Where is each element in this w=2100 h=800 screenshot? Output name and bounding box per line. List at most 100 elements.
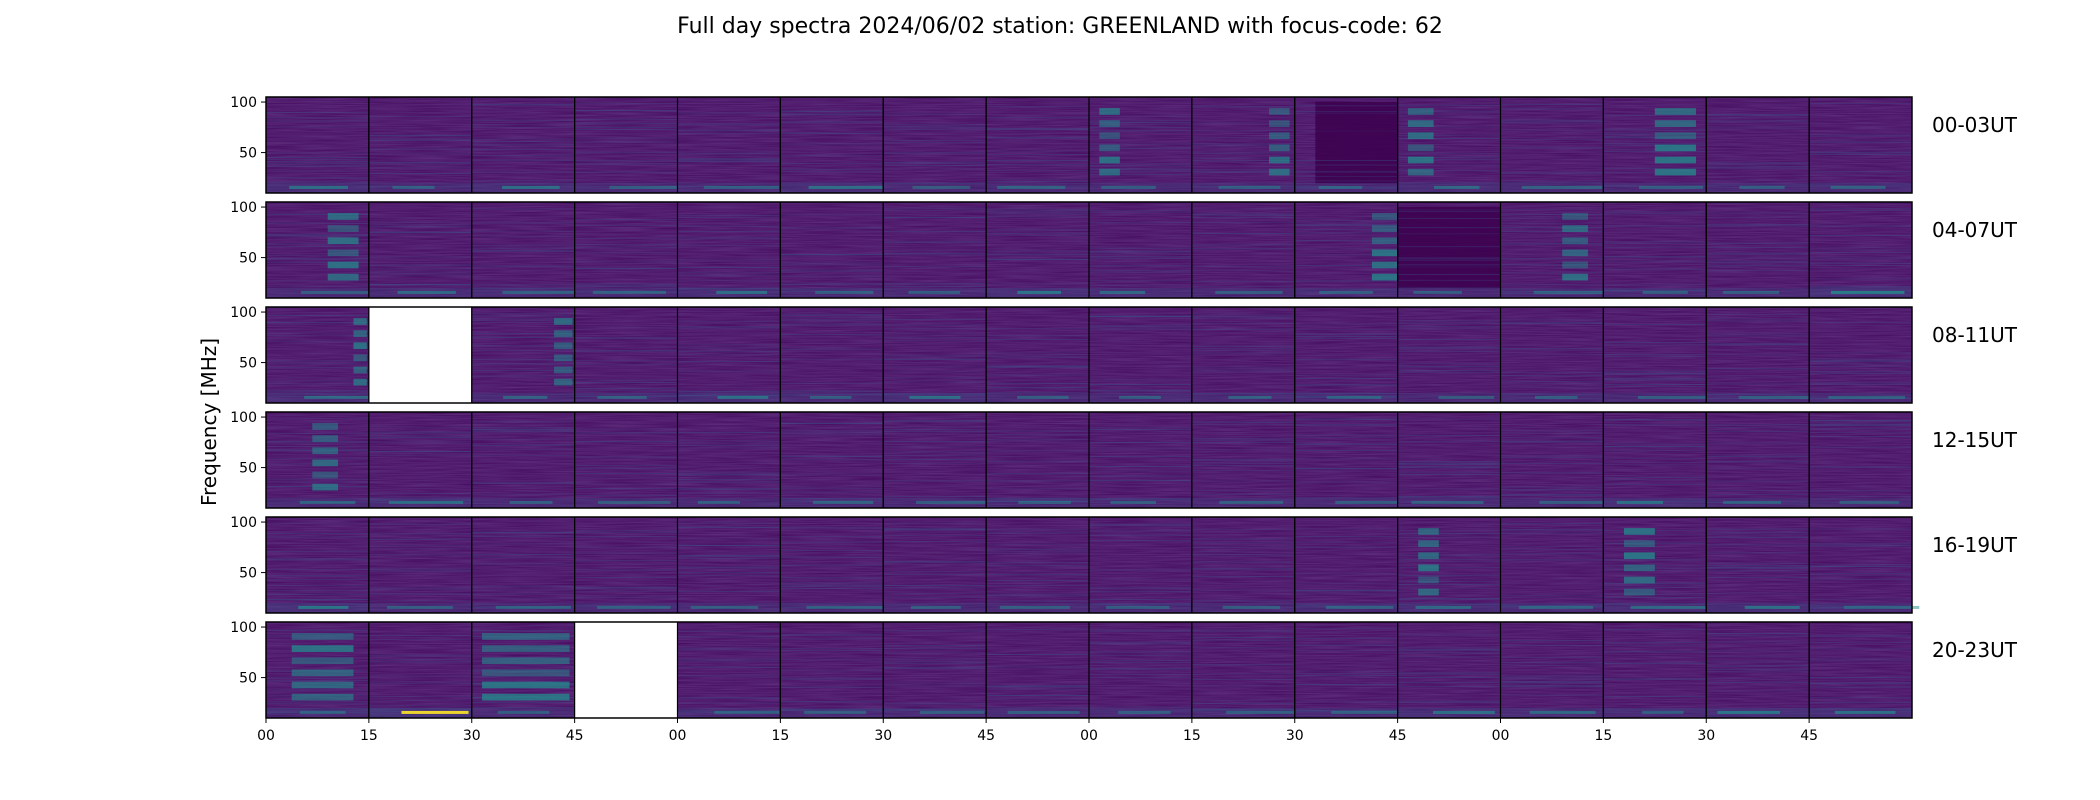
spectrogram-panel <box>1294 411 1408 509</box>
burst-stripe <box>353 342 367 350</box>
low-band-peak <box>397 290 456 294</box>
low-band-peak <box>809 395 852 399</box>
panel-texture <box>266 97 369 193</box>
low-band-peak <box>815 290 874 294</box>
burst-stripe <box>327 213 359 220</box>
burst-stripe <box>554 318 573 325</box>
panel-texture <box>1706 622 1810 718</box>
burst-stripe <box>327 261 359 269</box>
panel-texture <box>1191 307 1295 403</box>
low-band-peak <box>1722 290 1780 294</box>
burst-stripe <box>1654 168 1696 176</box>
burst-stripe <box>1562 213 1588 220</box>
spectrogram-panel <box>985 201 1090 299</box>
burst <box>1269 108 1290 176</box>
burst-stripe <box>482 693 570 701</box>
spectra-row: 50 100 16-19UT <box>230 515 2018 614</box>
low-band-peak <box>908 290 961 294</box>
x-axis: 00 15 30 45 00 15 30 45 00 15 30 45 00 15 30 45 <box>257 718 1818 744</box>
burst-stripe <box>1099 120 1120 127</box>
panel-texture <box>1706 202 1810 298</box>
low-band-peak <box>690 605 759 609</box>
spectrogram-panel <box>471 96 576 194</box>
burst-stripe <box>1562 225 1588 232</box>
spectrogram-panel <box>1500 621 1604 719</box>
spectrogram-panel <box>1397 201 1501 299</box>
burst-stripe <box>312 483 339 491</box>
low-band-peak <box>1723 500 1782 504</box>
low-band-peak <box>1219 500 1284 504</box>
low-band-peak <box>1616 500 1663 504</box>
low-band-peak <box>1018 500 1071 504</box>
burst <box>291 633 354 701</box>
spectrogram-panel <box>677 516 781 614</box>
burst-stripe <box>291 669 354 677</box>
panel-texture <box>574 202 678 298</box>
spectrogram-panel <box>1294 306 1399 404</box>
low-band-peak <box>1017 395 1069 399</box>
x-tick-label: 30 <box>1286 728 1304 744</box>
burst-stripe <box>1269 120 1290 127</box>
panel-texture <box>986 307 1089 403</box>
panel-texture <box>1809 622 1912 718</box>
low-band-peak <box>804 710 867 714</box>
low-band-peak <box>1325 605 1394 609</box>
burst-stripe <box>482 633 570 640</box>
panel-texture <box>1603 622 1707 718</box>
panel-texture <box>574 97 678 193</box>
panel-texture <box>1294 412 1398 508</box>
burst-stripe <box>312 435 339 442</box>
burst-stripe <box>482 645 570 652</box>
low-band-peak <box>910 605 961 609</box>
low-band-peak <box>401 710 469 714</box>
x-tick-label: 00 <box>669 728 687 744</box>
burst-stripe <box>327 249 359 257</box>
spectrogram-panel <box>779 201 884 299</box>
low-band-peak <box>1335 500 1408 504</box>
spectrogram-panel <box>368 516 473 614</box>
low-band-peak <box>919 710 985 714</box>
low-band <box>574 497 678 508</box>
burst-stripe <box>1623 528 1655 535</box>
low-band-peak <box>1830 185 1886 189</box>
y-tick-label: 50 <box>239 566 257 582</box>
panel-texture <box>1500 307 1604 403</box>
burst-stripe <box>1407 144 1434 152</box>
low-band-peak <box>912 185 971 189</box>
spectrogram-panel <box>1088 516 1193 614</box>
spectrogram-panel <box>574 411 678 509</box>
panel-texture <box>883 517 987 613</box>
row-time-label: 04-07UT <box>1932 218 2018 242</box>
burst-stripe <box>1371 237 1398 245</box>
spectrogram-panel <box>1397 621 1501 719</box>
panel-texture <box>883 412 987 508</box>
y-tick-label: 50 <box>239 146 257 162</box>
burst <box>1371 213 1398 281</box>
panel-texture <box>780 517 884 613</box>
spectrogram-panel <box>882 306 987 404</box>
low-band-peak <box>1744 605 1800 609</box>
low-band-peak <box>1226 710 1299 714</box>
spectrogram-panel <box>1397 96 1501 194</box>
low-band-peak <box>1007 710 1080 714</box>
burst-stripe <box>353 330 367 337</box>
spectrogram-panel <box>471 516 576 614</box>
spectra-row: 50 100 08-11UT <box>230 305 2018 404</box>
panel-empty-bg <box>368 307 472 403</box>
spectrogram-panel <box>677 96 781 194</box>
burst-stripe <box>353 366 367 374</box>
panel-texture <box>986 517 1089 613</box>
panel-texture <box>780 622 884 718</box>
spectrogram-panel <box>1705 96 1810 194</box>
spectrogram-panel <box>1500 411 1614 509</box>
burst-stripe <box>554 366 573 374</box>
panel-texture <box>883 97 987 193</box>
low-band-peak <box>1118 710 1171 714</box>
panel-texture <box>883 307 987 403</box>
low-band-peak <box>502 185 560 189</box>
spectrogram-panel <box>471 306 576 404</box>
burst-stripe <box>327 225 359 232</box>
spectrogram-panel <box>1602 201 1707 299</box>
spectrogram-panel <box>471 411 576 509</box>
low-band-peak <box>597 395 647 399</box>
